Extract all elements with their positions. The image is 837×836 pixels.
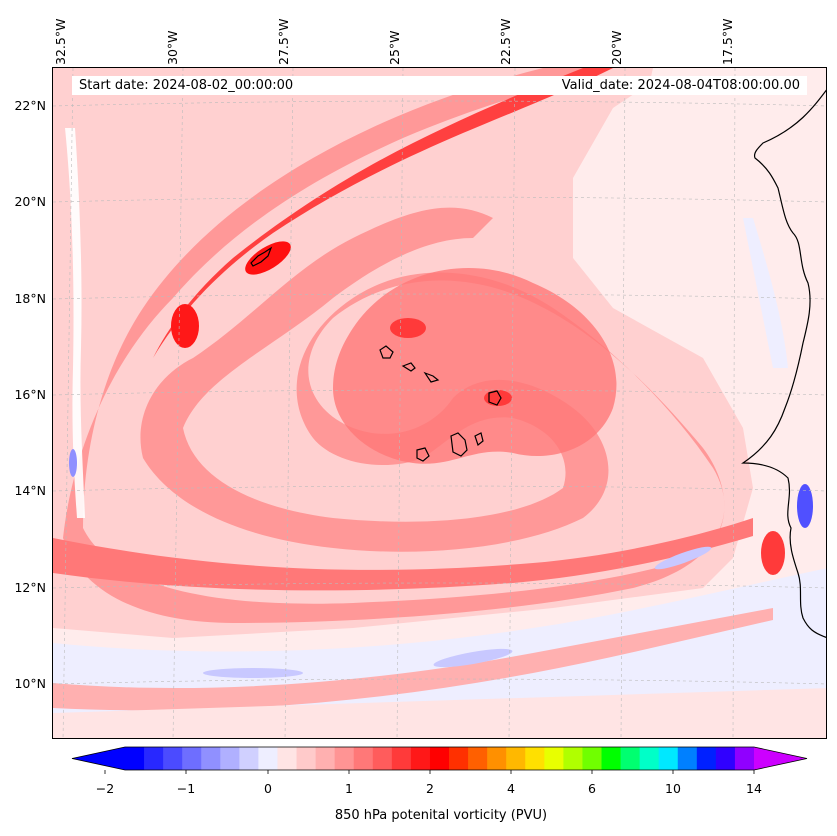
lat-label-20n: 20°N	[14, 194, 46, 209]
colorbar-segment	[315, 747, 336, 770]
pv-coastal-negative-region	[743, 218, 788, 368]
pv-peak-core-1	[245, 241, 291, 275]
colorbar-segment	[601, 747, 622, 770]
pv-peak-core-5	[761, 531, 785, 575]
lon-label-17-5w: 17.5°W	[720, 18, 735, 65]
colorbar-segment	[715, 747, 736, 770]
lat-label-14n: 14°N	[14, 483, 46, 498]
lat-label-12n: 12°N	[14, 580, 46, 595]
lon-label-22-5w: 22.5°W	[498, 18, 513, 65]
colorbar-segment	[525, 747, 545, 770]
cbar-tick-14: 14	[746, 781, 762, 796]
pv-western-negative-spot	[69, 449, 77, 477]
pv-negative-patch-2	[203, 668, 303, 678]
colorbar-segment	[639, 747, 660, 770]
colorbar-segment	[658, 747, 679, 770]
cape-verde-island-sao-nicolau	[401, 362, 416, 372]
pv-peak-core-2	[171, 304, 199, 348]
colorbar-segment	[277, 747, 298, 770]
map-gridlines	[53, 68, 826, 738]
colorbar-segment	[125, 747, 145, 770]
lat-label-22n: 22°N	[14, 98, 46, 113]
cbar-tick-2: 2	[426, 781, 434, 796]
cape-verde-island-sal	[423, 371, 440, 383]
pv-field-map	[53, 68, 826, 738]
cbar-tick-1: 1	[345, 781, 353, 796]
pv-zonal-band-12n	[53, 518, 753, 591]
cape-verde-island-maio	[474, 432, 484, 447]
pv-negative-patch-3	[654, 546, 712, 570]
colorbar-segment	[449, 747, 469, 770]
pv-peak-core-3	[390, 318, 426, 338]
pv-coastal-negative-spot	[797, 484, 813, 528]
cbar-tick-neg2: −2	[95, 781, 115, 796]
colorbar-segment	[163, 747, 183, 770]
colorbar-segment	[429, 747, 450, 770]
colorbar-segment	[201, 747, 221, 770]
cbar-tick-6: 6	[588, 781, 596, 796]
lon-label-25w: 25°W	[387, 30, 402, 65]
colorbar-segment	[410, 747, 431, 770]
colorbar-segment	[563, 747, 583, 770]
pv-western-stripe	[65, 128, 85, 518]
colorbar-label: 850 hPa potenital vorticity (PVU)	[334, 808, 548, 823]
lat-label-16n: 16°N	[14, 387, 46, 402]
colorbar-segment	[144, 747, 164, 770]
colorbar-segment	[620, 747, 641, 770]
pv-positive-band-10n	[53, 608, 773, 711]
colorbar-extend-min	[72, 747, 125, 770]
cape-verde-island-sao-vicente	[379, 345, 394, 359]
cape-verde-island-santiago	[450, 432, 468, 457]
colorbar-segment	[372, 747, 393, 770]
colorbar-segment	[677, 747, 698, 770]
lon-label-27-5w: 27.5°W	[276, 18, 291, 65]
pv-moderate-center-blob	[333, 268, 617, 464]
map-panel	[52, 67, 827, 739]
lat-label-10n: 10°N	[14, 676, 46, 691]
colorbar-segment	[182, 747, 202, 770]
pv-peak-core-4	[484, 390, 512, 406]
valid-date-label: Valid_date: 2024-08-04T08:00:00.00	[561, 78, 800, 93]
lon-label-30w: 30°W	[165, 30, 180, 65]
lon-label-32-5w: 32.5°W	[53, 18, 68, 65]
colorbar-segment	[468, 747, 488, 770]
start-date-label: Start date: 2024-08-02_00:00:00	[79, 78, 294, 93]
colorbar-segment	[487, 747, 507, 770]
pv-southern-field	[53, 688, 826, 738]
colorbar-segment	[696, 747, 717, 770]
cape-verde-island-boa-vista	[488, 390, 502, 406]
colorbar-outline	[71, 746, 808, 771]
africa-coastline	[741, 89, 826, 638]
cbar-tick-10: 10	[665, 781, 681, 796]
cbar-tick-4: 4	[507, 781, 515, 796]
colorbar-segment	[734, 747, 755, 770]
cape-verde-island-fogo	[416, 447, 430, 462]
colorbar-segment	[582, 747, 603, 770]
colorbar-segment	[506, 747, 526, 770]
pv-eastern-pale-region	[649, 68, 826, 517]
colorbar-segment	[353, 747, 374, 770]
pv-negative-patch-1	[433, 648, 513, 668]
colorbar-segment	[334, 747, 355, 770]
cbar-tick-0: 0	[264, 781, 272, 796]
lat-label-18n: 18°N	[14, 291, 46, 306]
colorbar-segment	[296, 747, 317, 770]
colorbar-segment	[391, 747, 412, 770]
lon-label-20w: 20°W	[609, 30, 624, 65]
date-info-box: Start date: 2024-08-02_00:00:00 Valid_da…	[72, 76, 807, 95]
colorbar-segment	[544, 747, 564, 770]
colorbar-segment	[258, 747, 278, 770]
cbar-tick-neg1: −1	[176, 781, 196, 796]
colorbar-extend-max	[754, 747, 807, 770]
colorbar-segment	[239, 747, 259, 770]
coastlines	[250, 89, 826, 638]
colorbar-segment	[220, 747, 240, 770]
cape-verde-island-santo-antao	[250, 246, 273, 267]
